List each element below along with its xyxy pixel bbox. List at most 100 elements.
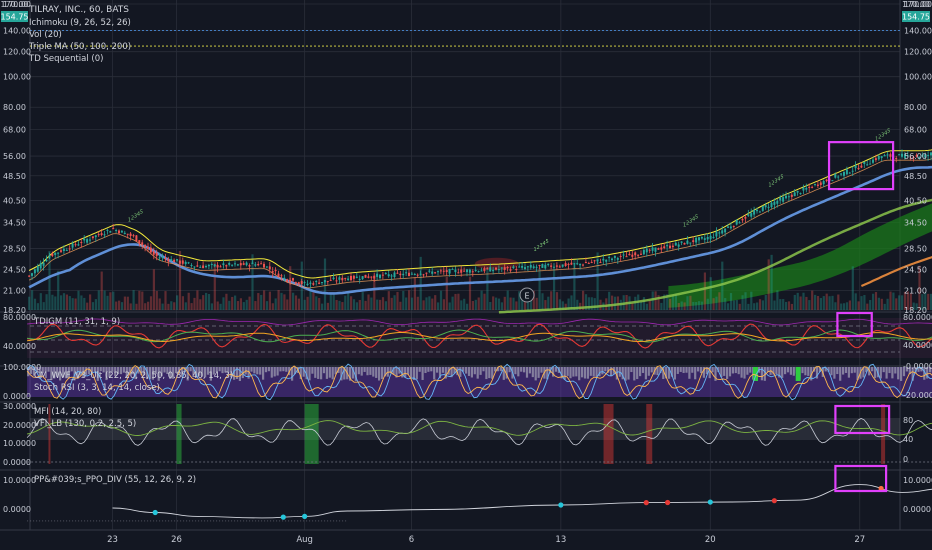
candle-body (442, 270, 445, 272)
candle-body (787, 196, 790, 198)
wvf-bar (491, 367, 494, 379)
candle-body (790, 194, 793, 197)
wvf-bar (473, 367, 476, 375)
candle-body (773, 201, 776, 205)
volume-bar (706, 298, 709, 310)
wvf-bar (871, 367, 874, 372)
volume-bar (312, 290, 315, 310)
td-mark: 2 (878, 135, 881, 141)
volume-bar (799, 296, 802, 310)
wvf-bar (583, 367, 587, 379)
volume-bar (454, 293, 457, 310)
candle-body (80, 242, 83, 244)
candle-body (91, 236, 94, 239)
wvf-bar (93, 367, 96, 372)
td-mark: 5 (140, 210, 143, 216)
candle-body (106, 229, 109, 231)
volume-bar (645, 303, 648, 310)
candle-body (39, 263, 42, 269)
candle-body (297, 282, 300, 285)
volume-bar (477, 297, 480, 310)
volume-bar (71, 298, 74, 310)
volume-bar (840, 303, 843, 310)
earnings-marker[interactable]: E (519, 287, 535, 303)
candle-body (33, 269, 36, 274)
wvf-bar (879, 367, 882, 379)
price-axis-label-left: 140.00 (3, 27, 31, 36)
candle-body (402, 273, 405, 276)
wvf-bar (502, 367, 505, 380)
volume-bar (338, 300, 341, 310)
price-axis-label-right: 48.50 (904, 172, 927, 181)
wvf-bar (44, 367, 47, 372)
candle-body (927, 155, 930, 157)
volume-bar (770, 254, 773, 310)
volume-bar (712, 298, 715, 310)
candle-body (193, 266, 196, 268)
volume-bar (843, 303, 846, 310)
volume-bar (874, 292, 878, 310)
candle-body (663, 246, 666, 249)
wvf-bar (82, 367, 85, 377)
volume-bar (483, 293, 486, 310)
panel-label-tdigm: TDIGM (11, 31, 1, 9) (33, 317, 120, 327)
candle-body (744, 216, 747, 219)
ppo-marker (771, 498, 777, 504)
wvf-bar (923, 367, 926, 380)
candle-body (869, 163, 872, 165)
wvf-bar (122, 367, 125, 373)
volume-bar (761, 300, 764, 310)
wvf-bar (679, 367, 682, 372)
chart-header: TILRAY, INC., 60, BATS Ichimoku (9, 26, … (28, 5, 131, 64)
volume-bar (486, 267, 489, 310)
volume-bar (579, 302, 582, 310)
candle-body (587, 262, 590, 264)
wvf-bar (415, 367, 418, 380)
volume-bar (480, 290, 483, 310)
wvf-bar (636, 367, 639, 380)
wvf-bar (833, 367, 836, 379)
wvf-bar (624, 367, 627, 381)
price-axis-label-right: 140.00 (904, 27, 932, 36)
wvf-bar (627, 367, 630, 380)
volume-bar (898, 295, 901, 310)
volume-bar (231, 296, 234, 310)
candle-body (770, 202, 773, 208)
wvf-bar (479, 367, 482, 375)
candle-body (883, 155, 886, 157)
wvf-signal-bar (795, 367, 801, 381)
candle-body (671, 245, 674, 248)
candle-body (558, 266, 561, 268)
wvf-bar (891, 367, 894, 379)
volume-bar (89, 294, 92, 310)
volume-bar (660, 302, 663, 310)
candle-body (120, 230, 123, 233)
earnings-marker-circle[interactable] (519, 287, 535, 303)
candle-body (118, 230, 120, 234)
volume-bar (727, 303, 730, 310)
volume-bar (42, 302, 45, 310)
candle-body (471, 271, 474, 273)
volume-bar (634, 296, 637, 310)
wvf-bar (79, 367, 82, 376)
candle-body (628, 253, 631, 256)
volume-bar (599, 299, 602, 310)
candle-body (387, 274, 390, 277)
wvf-bar (618, 367, 621, 377)
volume-bar (442, 299, 445, 310)
tdigm-rtick-80: 80.0000 (903, 313, 932, 322)
candle-body (149, 247, 152, 253)
candle-body (228, 262, 231, 265)
volume-bar (68, 296, 71, 310)
candle-body (683, 243, 686, 245)
wvf-bar (517, 367, 520, 377)
price-tag-right-bg (902, 11, 930, 22)
candle-body (851, 170, 854, 172)
wvf-bar (508, 367, 511, 373)
volume-bar (773, 300, 776, 310)
volume-bar (515, 301, 518, 310)
volume-bar (613, 296, 617, 310)
volume-bar (735, 299, 738, 310)
candle-body (309, 282, 312, 284)
candle-body (370, 276, 373, 278)
